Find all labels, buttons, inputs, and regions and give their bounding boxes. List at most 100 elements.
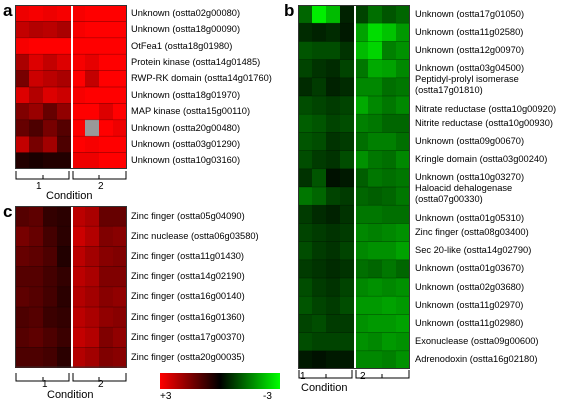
heatmap-cell (396, 332, 410, 352)
heatmap-cell (29, 21, 44, 39)
heatmap-cell (312, 77, 327, 97)
heatmap-cell (71, 246, 86, 268)
heatmap-cell (326, 168, 341, 188)
heatmap-cell (71, 286, 86, 308)
gene-label: Unknown (ostta01g03670) (415, 263, 525, 274)
heatmap-cell (15, 87, 30, 104)
heatmap-cell (85, 37, 100, 55)
condition-tick-1-a: 1 (36, 181, 42, 192)
heatmap-cell (15, 307, 30, 328)
color-scale-legend (160, 373, 280, 389)
heatmap-cell (298, 114, 313, 133)
heatmap-cell (71, 87, 86, 104)
heatmap-cell (57, 119, 72, 137)
gene-label: Unknown (ostta03g04500) (415, 63, 525, 74)
heatmap-cell (396, 114, 410, 133)
gene-label: Adrenodoxin (ostta16g02180) (415, 354, 538, 365)
heatmap-cell (312, 114, 327, 133)
heatmap-cell (99, 87, 114, 104)
heatmap-cell (312, 223, 327, 243)
heatmap-cell (298, 150, 313, 170)
heatmap-cell (15, 54, 30, 72)
heatmap-cell (29, 136, 44, 154)
legend-min-label: +3 (160, 391, 172, 402)
heatmap-cell (354, 259, 369, 279)
heatmap-cell (71, 54, 86, 72)
heatmap-cell (340, 114, 355, 133)
heatmap-cell (99, 327, 114, 348)
heatmap-cell (29, 246, 44, 268)
heatmap-cell (312, 241, 327, 261)
gene-label: RWP-RK domain (ostta14g01760) (131, 73, 272, 84)
heatmap-cell (312, 59, 327, 79)
heatmap-cell (298, 5, 313, 24)
heatmap-cell (340, 223, 355, 243)
heatmap-cell (43, 5, 58, 22)
heatmap-cell (326, 150, 341, 170)
heatmap-cell (113, 87, 127, 104)
heatmap-cell (113, 21, 127, 39)
heatmap-cell (368, 278, 383, 297)
heatmap-cell (354, 314, 369, 334)
heatmap-cell (85, 152, 100, 169)
heatmap-cell (113, 307, 127, 328)
heatmap-cell (368, 296, 383, 315)
heatmap-cell (99, 246, 114, 268)
heatmap-cell (312, 187, 327, 206)
heatmap-cell (57, 286, 72, 308)
heatmap-cell (85, 226, 100, 247)
heatmap-cell (396, 223, 410, 243)
heatmap-cell (57, 21, 72, 39)
gene-label: Unknown (ostta10g03160) (131, 155, 241, 166)
gene-label: OtFea1 (ostta18g01980) (131, 40, 233, 51)
gene-label: Unknown (ostta18g01970) (131, 89, 241, 100)
heatmap-cell (368, 77, 383, 97)
heatmap-cell (312, 23, 327, 42)
heatmap-cell (15, 119, 30, 137)
heatmap-cell (113, 54, 127, 72)
heatmap-cell (85, 307, 100, 328)
heatmap-cell (15, 70, 30, 88)
heatmap-cell (354, 205, 369, 224)
heatmap-cell (326, 332, 341, 352)
gene-label: Unknown (ostta10g03270) (415, 172, 525, 183)
heatmap-cell (382, 168, 397, 188)
heatmap-cell (71, 152, 86, 169)
heatmap-cell (71, 37, 86, 55)
heatmap-cell (340, 205, 355, 224)
heatmap-cell (29, 119, 44, 137)
heatmap-cell (340, 259, 355, 279)
heatmap-cell (99, 347, 114, 368)
heatmap-cell (99, 5, 114, 22)
heatmap-cell (113, 70, 127, 88)
gene-label: Unknown (ostta12g00970) (415, 45, 525, 55)
heatmap-cell (99, 266, 114, 288)
heatmap-cell (326, 187, 341, 206)
heatmap-cell (326, 241, 341, 261)
heatmap-cell (57, 5, 72, 22)
heatmap-cell (396, 187, 410, 206)
gene-label: Unknown (ostta11g02970) (415, 299, 524, 310)
heatmap-cell (326, 132, 341, 152)
heatmap-cell (85, 119, 100, 137)
heatmap-cell (382, 314, 397, 334)
heatmap-cell (57, 246, 72, 268)
heatmap-cell (312, 132, 327, 152)
heatmap-cell (113, 136, 127, 154)
heatmap-cell (71, 5, 86, 22)
heatmap-cell (382, 23, 397, 42)
heatmap-cell (113, 226, 127, 247)
heatmap-cell (382, 150, 397, 170)
heatmap-cell (298, 296, 313, 315)
heatmap-cell (354, 23, 369, 42)
heatmap-cell (396, 150, 410, 170)
heatmap-cell (15, 152, 30, 169)
heatmap-cell (15, 246, 30, 268)
heatmap-cell (312, 5, 327, 24)
heatmap-cell (312, 278, 327, 297)
heatmap-cell (29, 327, 44, 348)
heatmap-cell (354, 96, 369, 115)
heatmap-cell (29, 70, 44, 88)
heatmap-cell (340, 77, 355, 97)
heatmap-cell (340, 132, 355, 152)
